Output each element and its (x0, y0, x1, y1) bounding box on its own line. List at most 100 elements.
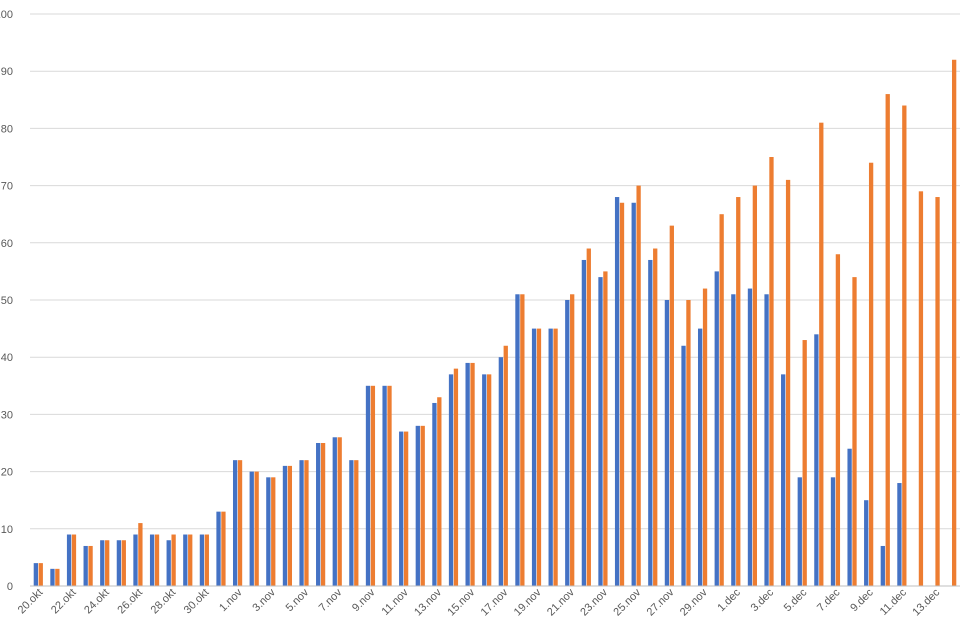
bar-series2 (553, 328, 558, 586)
bar-series2 (188, 534, 193, 586)
x-tick-label: 7.dec (815, 586, 843, 614)
bar-series2 (636, 185, 641, 586)
bar-series1 (714, 271, 719, 586)
bar-series1 (166, 540, 171, 586)
bar-series1 (648, 259, 653, 586)
bar-series2 (387, 385, 392, 586)
bar-series2 (204, 534, 209, 586)
bar-series1 (33, 563, 39, 586)
bar-series1 (183, 534, 188, 586)
bar-series2 (453, 368, 459, 586)
bar-series1 (399, 431, 404, 586)
bar-series1 (731, 294, 736, 586)
bar-series2 (686, 300, 691, 586)
bar-series2 (902, 105, 907, 587)
bar-series1 (814, 334, 819, 586)
bar-series2 (354, 460, 359, 586)
bar-series2 (935, 197, 940, 587)
bar-series2 (702, 288, 708, 586)
bar-series1 (266, 477, 271, 586)
x-tick-label: 13.nov (412, 586, 444, 618)
x-tick-label: 11.nov (380, 586, 412, 618)
x-tick-label: 3.dec (749, 586, 777, 614)
bar-series1 (830, 477, 836, 586)
bar-series2 (570, 294, 575, 586)
bar-series1 (432, 402, 437, 586)
bar-series1 (332, 437, 337, 586)
bar-series2 (237, 460, 243, 586)
bar-series2 (586, 248, 591, 586)
x-axis: 20.okt 22.okt 24.okt 26.okt 28.okt 30.okt 1.no… (16, 585, 960, 618)
bar-series2 (71, 534, 77, 586)
bar-series1 (50, 568, 55, 586)
x-tick-label: 7.nov (317, 586, 345, 614)
y-tick-label: 30 (1, 409, 13, 421)
bar-series1 (448, 374, 454, 586)
bar-series2 (868, 162, 874, 586)
bar-series2 (55, 568, 60, 586)
bar-series1 (864, 500, 869, 586)
bar-series2 (88, 545, 93, 586)
bar-series1 (531, 328, 537, 586)
bar-series1 (847, 448, 852, 586)
x-tick-label: 22.okt (49, 587, 79, 617)
bar-series2 (121, 540, 126, 586)
x-tick-label: 17.nov (479, 586, 511, 618)
bar-series2 (736, 197, 741, 587)
x-tick-label: 5.nov (284, 586, 312, 614)
y-tick-label: 80 (1, 123, 13, 135)
bar-series1 (299, 460, 304, 586)
y-tick-label: 20 (1, 467, 13, 479)
bar-series2 (304, 460, 309, 586)
bar-series1 (614, 197, 620, 587)
bar-series2 (287, 465, 293, 586)
bar-series1 (548, 328, 553, 586)
x-tick-label: 19.nov (512, 586, 544, 618)
bar-series2 (254, 471, 259, 586)
x-tick-label: 1.dec (715, 586, 743, 614)
bar-series1 (598, 277, 603, 586)
x-tick-label: 25.nov (611, 586, 643, 618)
x-tick-label: 1.nov (217, 586, 245, 614)
y-tick-label: 100 (0, 9, 13, 21)
bar-series1 (697, 328, 703, 586)
x-tick-label: 9.nov (350, 586, 378, 614)
x-tick-label: 29.nov (678, 586, 710, 618)
bar-series2 (171, 534, 176, 586)
bar-series2 (154, 534, 160, 586)
bar-series1 (133, 534, 138, 586)
x-tick-label: 23.nov (578, 586, 610, 618)
x-tick-label: 28.okt (149, 587, 179, 617)
bar-series1 (66, 534, 72, 586)
bar-series2 (486, 374, 492, 586)
bar-series1 (880, 545, 885, 586)
y-tick-label: 0 (7, 581, 13, 593)
y-tick-label: 70 (1, 181, 13, 193)
bar-series1 (316, 443, 321, 586)
bar-series1 (415, 425, 420, 586)
x-tick-label: 3.nov (250, 586, 278, 614)
bar-series1 (382, 385, 387, 586)
bar-series1 (100, 540, 105, 586)
bar-series1 (149, 534, 155, 586)
x-tick-label: 13.dec (910, 586, 942, 618)
bar-series2 (536, 328, 542, 586)
bar-series2 (603, 271, 608, 586)
bar-series2 (619, 202, 625, 586)
y-axis: 0 10 20 30 40 50 60 70 80 90 100 (0, 9, 13, 593)
bar-series1 (581, 259, 587, 586)
bar-series1 (781, 374, 786, 586)
bar-series2 (138, 523, 143, 586)
bar-series2 (370, 385, 376, 586)
bar-series1 (515, 294, 520, 586)
bar-series1 (897, 483, 902, 586)
bar-series2 (470, 362, 475, 586)
x-tick-label: 9.dec (848, 586, 876, 614)
bar-series1 (116, 540, 122, 586)
bar-series1 (664, 300, 670, 586)
bar-series1 (764, 294, 769, 586)
bar-series2 (221, 511, 226, 586)
bar-series1 (498, 357, 504, 586)
